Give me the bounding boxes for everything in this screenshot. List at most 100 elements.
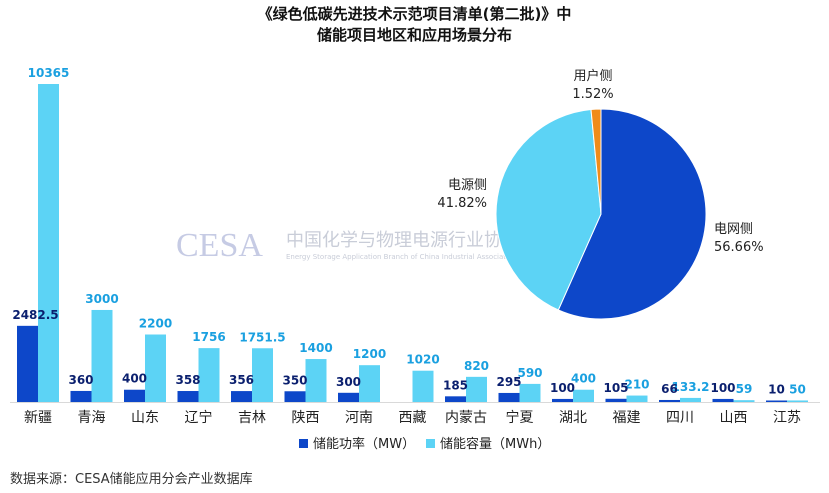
chart-title-line-1: 《绿色低碳先进技术示范项目清单(第二批)》中	[257, 5, 572, 23]
pie-label-value: 1.52%	[572, 87, 613, 102]
bar-capacity	[626, 395, 648, 402]
data-label-power: 350	[282, 373, 307, 387]
category-label: 宁夏	[506, 409, 534, 426]
bar-power	[70, 390, 92, 402]
data-label-capacity: 400	[571, 372, 596, 386]
category-label: 青海	[78, 410, 106, 426]
bar-power	[17, 325, 38, 402]
bar-group: 133.266 四川	[659, 380, 709, 426]
bar-power	[498, 392, 520, 402]
pie-label-value: 41.82%	[437, 196, 487, 211]
data-label-power: 185	[443, 378, 468, 392]
bar-capacity	[412, 370, 434, 402]
pie-label-name: 电源侧	[448, 178, 487, 193]
bar-power	[552, 398, 573, 402]
bar-capacity	[680, 397, 701, 402]
pie-chart: 电网侧 56.66% 电源侧 41.82% 用户侧 1.52%	[437, 68, 764, 320]
data-label-power: 300	[336, 375, 361, 389]
data-label-capacity: 1751.5	[239, 330, 285, 344]
data-label-power: 295	[496, 375, 521, 389]
category-label: 湖北	[559, 410, 587, 426]
chart-title-line-2: 储能项目地区和应用场景分布	[316, 26, 512, 44]
bar-group: 1020 西藏	[399, 353, 440, 426]
bar-chart: 10365 2482.5 新疆 3000 360 青海 2200 400 山东 1756 358 辽宁…	[10, 66, 820, 426]
data-label-capacity: 210	[624, 378, 649, 392]
legend-swatch	[426, 439, 435, 448]
data-label-capacity: 1020	[406, 353, 439, 367]
bar-capacity	[733, 400, 755, 402]
category-label: 西藏	[399, 410, 427, 426]
data-label-capacity: 820	[464, 359, 489, 373]
legend-power: 储能功率（MW）	[299, 436, 415, 452]
data-label-capacity: 1756	[192, 330, 225, 344]
legend-label: 储能功率（MW）	[313, 436, 415, 452]
data-label-power: 2482.5	[12, 308, 58, 322]
data-label-capacity: 10365	[28, 66, 70, 80]
pie-label: 电网侧 56.66%	[714, 222, 764, 255]
bar-group: 1400 350 陕西	[282, 341, 332, 426]
category-label: 陕西	[292, 410, 320, 426]
source-note: 数据来源：CESA储能应用分会产业数据库	[10, 472, 253, 487]
category-label: 内蒙古	[445, 410, 487, 426]
bar-capacity	[359, 365, 380, 402]
pie-label: 电源侧 41.82%	[437, 178, 487, 211]
data-label-power: 105	[603, 381, 628, 395]
category-label: 山西	[720, 410, 748, 426]
bar-capacity	[305, 359, 327, 402]
bar-capacity	[145, 334, 166, 402]
data-label-power: 358	[175, 373, 200, 387]
bar-power	[712, 398, 734, 402]
category-label: 四川	[666, 410, 694, 426]
pie-slice-grid-side	[557, 108, 707, 320]
bar-group: 2200 400 山东	[122, 317, 172, 426]
data-label-capacity: 133.2	[672, 380, 710, 394]
bar-capacity	[252, 348, 273, 402]
bar-capacity	[466, 376, 487, 402]
data-label-power: 66	[661, 382, 678, 396]
bar-capacity	[198, 348, 220, 402]
data-label-capacity: 1400	[299, 341, 332, 355]
pie-label-name: 电网侧	[714, 222, 753, 237]
watermark-logo: CESA	[176, 227, 263, 264]
bar-power	[177, 391, 199, 402]
bar-capacity	[519, 383, 541, 402]
category-label: 江苏	[773, 410, 801, 426]
data-label-power: 400	[122, 372, 147, 386]
data-label-power: 356	[229, 373, 254, 387]
bar-power	[659, 399, 680, 402]
pie-label-name: 用户侧	[573, 68, 612, 84]
data-label-power: 10	[768, 383, 785, 397]
category-label: 辽宁	[185, 409, 213, 426]
chart-title: 《绿色低碳先进技术示范项目清单(第二批)》中 储能项目地区和应用场景分布	[0, 4, 829, 46]
data-label-capacity: 3000	[85, 292, 118, 306]
bar-group: 10365 2482.5 新疆	[12, 66, 69, 426]
data-label-power: 100	[550, 381, 575, 395]
watermark-name-en: Energy Storage Application Branch of Chi…	[286, 253, 579, 261]
data-label-capacity: 50	[789, 382, 806, 396]
bar-power	[338, 392, 359, 402]
data-label-capacity: 59	[736, 382, 753, 396]
data-label-capacity: 2200	[139, 317, 172, 331]
legend-label: 储能容量（MWh）	[440, 436, 550, 452]
bar-capacity	[91, 309, 113, 402]
bar-power	[605, 398, 627, 402]
bar-group: 1756 358 辽宁	[175, 330, 225, 426]
category-label: 福建	[613, 410, 641, 426]
pie-slice-source-side	[495, 108, 602, 311]
bar-power	[445, 396, 466, 402]
bar-group: 50 10 江苏	[766, 382, 808, 426]
bar-capacity	[38, 84, 59, 402]
category-label: 吉林	[238, 410, 266, 426]
bar-capacity	[573, 389, 594, 402]
pie-slice-user-side	[590, 108, 602, 215]
legend: 储能功率（MW） 储能容量（MWh）	[299, 436, 550, 452]
legend-capacity: 储能容量（MWh）	[426, 436, 550, 452]
bar-power	[231, 391, 252, 402]
data-label-capacity: 590	[517, 366, 542, 380]
legend-swatch	[299, 439, 308, 448]
